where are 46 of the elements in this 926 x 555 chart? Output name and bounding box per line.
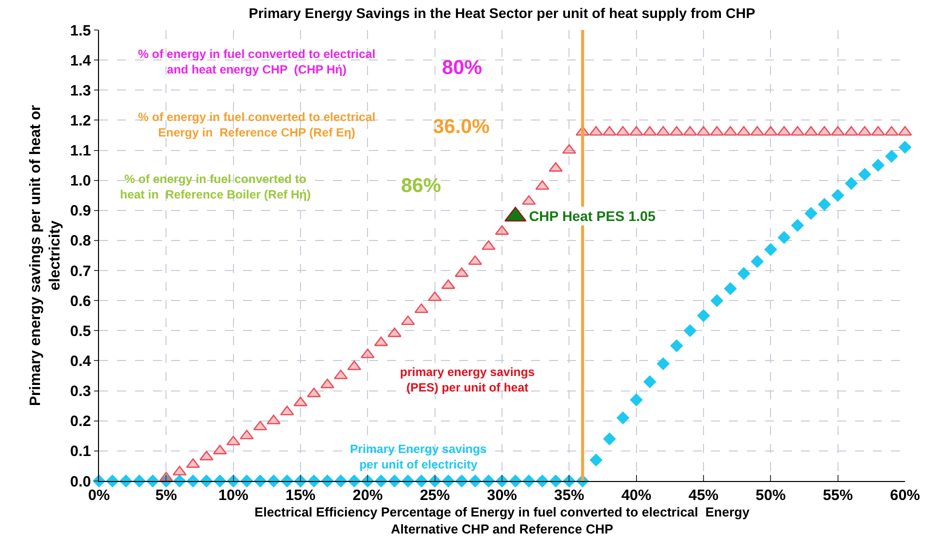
point xyxy=(414,303,428,314)
annotation: 36.0% xyxy=(433,116,490,138)
annotation: 86% xyxy=(401,175,442,197)
x-tick-label: 0% xyxy=(88,487,110,504)
point xyxy=(294,396,308,406)
y-tick-label: 1.3 xyxy=(70,82,91,100)
y-tick-label: 0.6 xyxy=(70,292,91,310)
y-tick-label: 0.0 xyxy=(70,473,91,490)
series-label: primary energy savings (PES) per unit of heat xyxy=(400,365,536,395)
y-tick-label: 0.9 xyxy=(70,202,91,220)
y-tick-label: 0.4 xyxy=(70,352,92,370)
y-tick-label: 0.7 xyxy=(70,262,91,280)
annotation: % of energy in fuel converted to heat in Reference Boiler (Ref Hή) xyxy=(120,172,311,202)
point xyxy=(696,126,710,136)
x-tick-label: 20% xyxy=(352,487,383,504)
chart-title: Primary Energy Savings in the Heat Sector per unit of heat supply from CHP xyxy=(248,5,756,22)
x-tick-label: 55% xyxy=(822,487,853,504)
y-tick-label: 0.5 xyxy=(70,322,91,340)
y-tick-label: 1.0 xyxy=(70,172,91,190)
x-tick-label: 15% xyxy=(285,487,316,504)
x-tick-label: 30% xyxy=(486,487,518,504)
y-tick-label: 1.2 xyxy=(70,112,91,130)
x-tick-label: 25% xyxy=(420,487,450,504)
x-axis-title: Electrical Efficiency Percentage of Energy in fuel converted to electrical Energy Alternative CHP and Reference CHP xyxy=(254,504,750,536)
y-tick-label: 1.4 xyxy=(70,52,92,70)
series-label: Primary Energy savings per unit of electricity xyxy=(350,442,488,472)
annotation: 80% xyxy=(442,57,482,79)
x-tick-label: 10% xyxy=(218,487,248,504)
y-tick-label: 0.2 xyxy=(70,413,91,430)
x-tick-label: 40% xyxy=(621,487,652,504)
y-tick-label: 0.3 xyxy=(70,383,91,400)
x-tick-label: 50% xyxy=(756,487,786,504)
y-tick-label: 0.1 xyxy=(70,443,91,460)
y-tick-label: 1.1 xyxy=(70,142,91,160)
x-tick-label: 5% xyxy=(155,487,178,504)
x-tick-label: 45% xyxy=(688,487,719,504)
y-tick-label: 1.5 xyxy=(70,22,91,40)
annotation: % of energy in fuel converted to electrical and heat energy CHP (CHP Hή) xyxy=(138,47,376,77)
x-tick-label: 35% xyxy=(554,487,584,504)
annotation: CHP Heat PES 1.05 xyxy=(529,208,656,224)
annotation: % of energy in fuel converted to electrical Energy in Reference CHP (Ref Eη) xyxy=(138,110,376,140)
point xyxy=(898,126,912,136)
y-tick-label: 0.8 xyxy=(70,232,91,250)
point xyxy=(495,225,509,235)
y-axis-title: Primary energy savings per unit of heat or electricity xyxy=(26,104,64,406)
x-tick-label: 60% xyxy=(890,487,920,504)
